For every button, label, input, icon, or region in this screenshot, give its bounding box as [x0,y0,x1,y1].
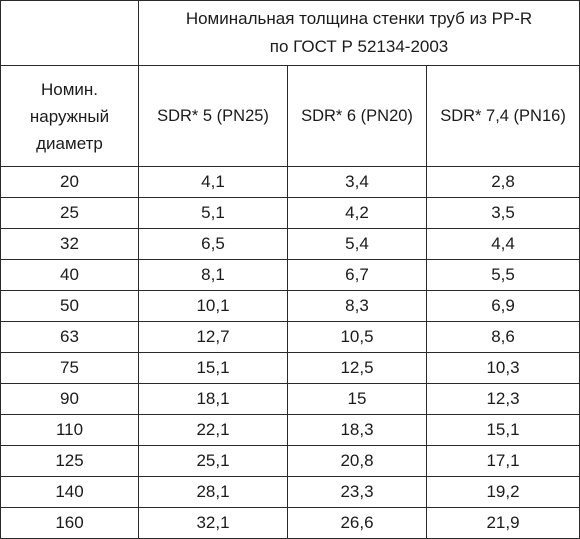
column-header-sdr5: SDR* 5 (PN25) [138,65,288,167]
table-row: 160 32,1 26,6 21,9 [0,507,580,539]
table-title: Номинальная толщина стенки труб из PP-R … [137,0,580,66]
sdr6-thickness-cell: 23,3 [287,476,427,508]
table-row: 125 25,1 20,8 17,1 [0,445,580,477]
column-header-sdr6: SDR* 6 (PN20) [287,65,427,167]
diameter-cell: 40 [0,259,139,291]
diameter-cell: 75 [0,352,139,384]
sdr7-4-thickness-cell: 15,1 [425,414,580,446]
table-title-line-2: по ГОСТ Р 52134-2003 [269,37,449,56]
sdr6-thickness-cell: 5,4 [287,228,427,260]
diameter-header-line-2: наружный [29,106,110,126]
title-row: Номинальная толщина стенки труб из PP-R … [0,0,580,66]
sdr5-thickness-cell: 18,1 [138,383,288,415]
sdr5-thickness-cell: 10,1 [138,290,288,322]
sdr7-4-thickness-cell: 19,2 [425,476,580,508]
table-row: 140 28,1 23,3 19,2 [0,476,580,508]
sdr5-thickness-cell: 8,1 [138,259,288,291]
sdr5-thickness-cell: 6,5 [138,228,288,260]
diameter-cell: 25 [0,197,139,229]
sdr6-thickness-cell: 8,3 [287,290,427,322]
sdr5-thickness-cell: 12,7 [138,321,288,353]
sdr7-4-thickness-cell: 17,1 [425,445,580,477]
sdr6-thickness-cell: 20,8 [287,445,427,477]
table-title-line-1: Номинальная толщина стенки труб из PP-R [185,9,533,28]
header-row: Номин. наружный диаметр SDR* 5 (PN25) SD… [0,65,580,167]
diameter-cell: 90 [0,383,139,415]
table-row: 32 6,5 5,4 4,4 [0,228,580,260]
sdr7-4-thickness-cell: 3,5 [425,197,580,229]
diameter-cell: 140 [0,476,139,508]
sdr5-thickness-cell: 25,1 [138,445,288,477]
sdr6-thickness-cell: 3,4 [287,166,427,198]
sdr7-4-thickness-cell: 21,9 [425,507,580,539]
sdr5-thickness-cell: 28,1 [138,476,288,508]
table-row: 20 4,1 3,4 2,8 [0,166,580,198]
diameter-cell: 20 [0,166,139,198]
table-row: 110 22,1 18,3 15,1 [0,414,580,446]
diameter-header-line-1: Номин. [40,79,99,99]
empty-corner-cell [0,0,139,66]
column-header-sdr7-4: SDR* 7,4 (PN16) [425,65,580,167]
diameter-cell: 160 [0,507,139,539]
sdr6-thickness-cell: 10,5 [287,321,427,353]
sdr5-thickness-cell: 4,1 [138,166,288,198]
table-row: 50 10,1 8,3 6,9 [0,290,580,322]
diameter-cell: 50 [0,290,139,322]
diameter-cell: 125 [0,445,139,477]
sdr6-thickness-cell: 4,2 [287,197,427,229]
table-row: 90 18,1 15 12,3 [0,383,580,415]
sdr7-4-thickness-cell: 8,6 [425,321,580,353]
sdr6-thickness-cell: 15 [287,383,427,415]
diameter-cell: 32 [0,228,139,260]
sdr6-thickness-cell: 18,3 [287,414,427,446]
sdr5-thickness-cell: 15,1 [138,352,288,384]
sdr6-thickness-cell: 26,6 [287,507,427,539]
table-row: 25 5,1 4,2 3,5 [0,197,580,229]
sdr7-4-thickness-cell: 12,3 [425,383,580,415]
table-row: 75 15,1 12,5 10,3 [0,352,580,384]
sdr6-thickness-cell: 6,7 [287,259,427,291]
sdr7-4-thickness-cell: 5,5 [425,259,580,291]
sdr5-thickness-cell: 22,1 [138,414,288,446]
diameter-header: Номин. наружный диаметр [0,65,139,167]
sdr6-thickness-cell: 12,5 [287,352,427,384]
diameter-cell: 63 [0,321,139,353]
diameter-header-line-3: диаметр [36,133,103,153]
sdr7-4-thickness-cell: 2,8 [425,166,580,198]
table-row: 40 8,1 6,7 5,5 [0,259,580,291]
table-row: 63 12,7 10,5 8,6 [0,321,580,353]
sdr7-4-thickness-cell: 10,3 [425,352,580,384]
sdr5-thickness-cell: 5,1 [138,197,288,229]
sdr5-thickness-cell: 32,1 [138,507,288,539]
sdr7-4-thickness-cell: 6,9 [425,290,580,322]
diameter-cell: 110 [0,414,139,446]
sdr7-4-thickness-cell: 4,4 [425,228,580,260]
